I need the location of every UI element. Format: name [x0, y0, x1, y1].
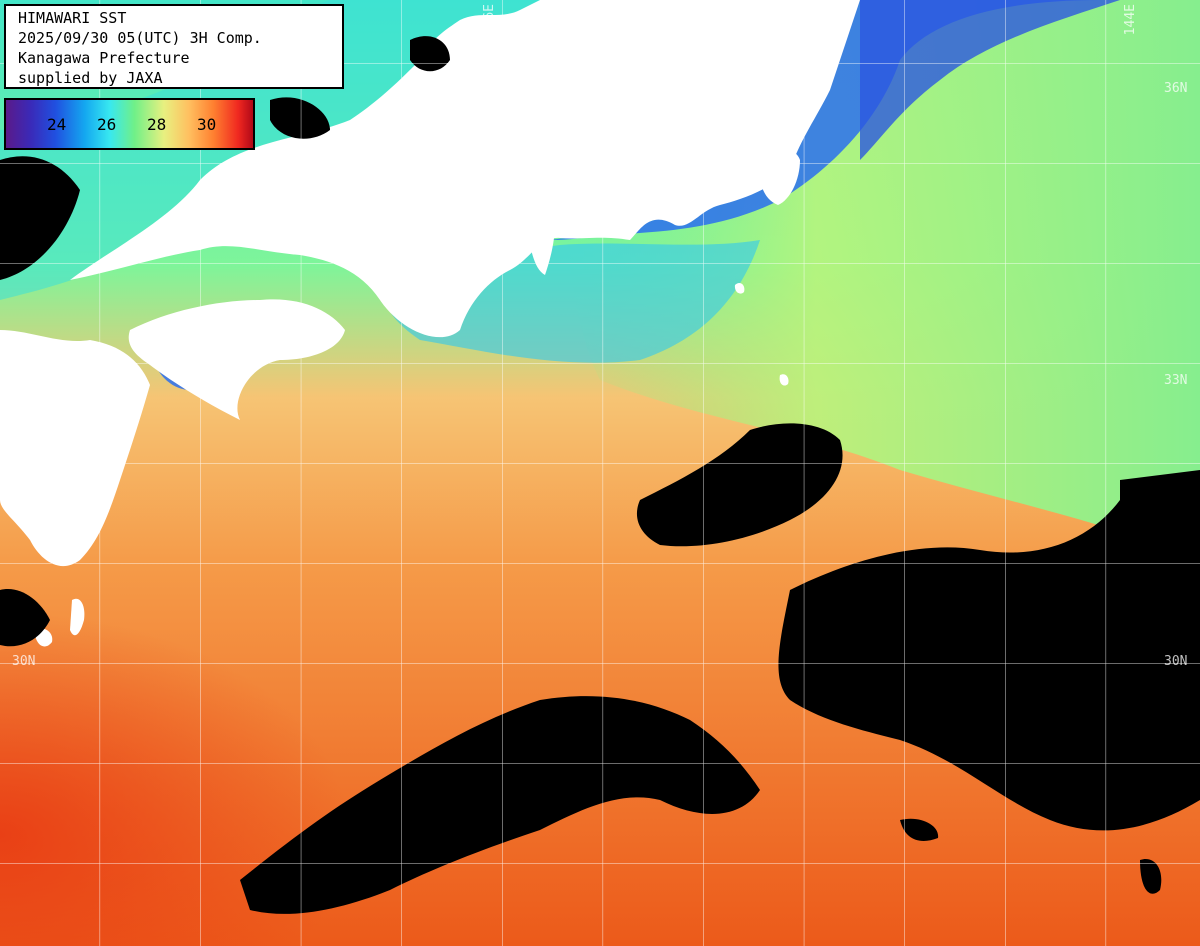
publisher: Kanagawa Prefecture — [18, 49, 190, 67]
latitude-label-30n-right: 30N — [1164, 654, 1188, 669]
legend-tick-28: 28 — [147, 115, 167, 134]
map-info-box: HIMAWARI SST 2025/09/30 05(UTC) 3H Comp.… — [4, 4, 344, 89]
longitude-label-144e: 144E — [1123, 4, 1138, 36]
longitude-label-136e: 136E — [482, 4, 497, 36]
observation-time: 2025/09/30 05(UTC) 3H Comp. — [18, 29, 262, 47]
latitude-label-30n-left: 30N — [12, 654, 36, 669]
temperature-color-scale: 24 26 28 30 — [4, 98, 255, 150]
product-title: HIMAWARI SST — [18, 9, 127, 27]
legend-tick-30: 30 — [197, 115, 217, 134]
legend-tick-26: 26 — [97, 115, 117, 134]
data-credit: supplied by JAXA — [18, 69, 163, 87]
legend-tick-24: 24 — [47, 115, 67, 134]
latitude-label-36n: 36N — [1164, 81, 1188, 96]
latitude-label-33n: 33N — [1164, 373, 1188, 388]
